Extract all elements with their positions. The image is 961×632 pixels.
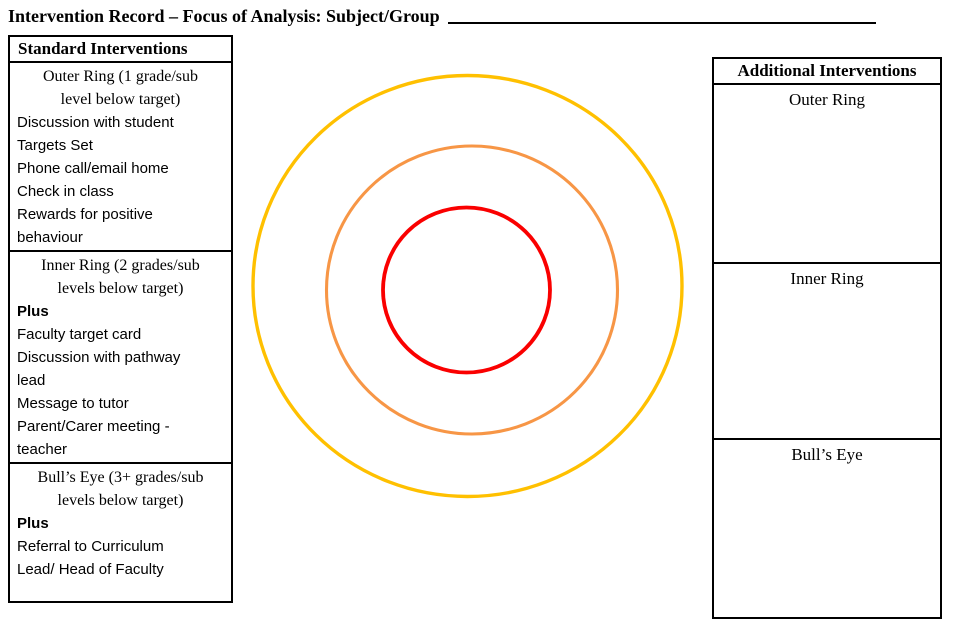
additional-inner-ring-cell[interactable]: Inner Ring <box>712 262 942 440</box>
list-item: Parent/Carer meeting - teacher <box>17 418 170 458</box>
page-header: Intervention Record – Focus of Analysis:… <box>8 5 876 27</box>
list-item: Targets Set <box>17 137 93 154</box>
outer-ring-heading: Outer Ring (1 grade/sub level below targ… <box>42 68 199 108</box>
subject-group-fill-line[interactable] <box>447 8 876 24</box>
page-title: Intervention Record – Focus of Analysis:… <box>8 6 440 26</box>
list-item: Check in class <box>17 183 114 200</box>
inner-ring-items: Faculty target card Discussion with path… <box>14 323 201 461</box>
list-item: Faculty target card <box>17 326 142 343</box>
bulls-eye-heading: Bull’s Eye (3+ grades/sub levels below t… <box>37 469 204 509</box>
additional-outer-ring-cell[interactable]: Outer Ring <box>712 83 942 264</box>
list-item: Message to tutor <box>17 395 129 412</box>
inner-ring-heading: Inner Ring (2 grades/sub levels below ta… <box>41 257 200 297</box>
list-item: Rewards for positive behaviour <box>17 206 153 246</box>
list-item: Phone call/email home <box>17 160 169 177</box>
standard-interventions-table: Standard Interventions Outer Ring (1 gra… <box>8 35 233 603</box>
bulls-eye-items: Referral to Curriculum Lead/ Head of Fac… <box>14 535 201 581</box>
list-item: Discussion with student <box>17 114 174 131</box>
plus-label: Plus <box>17 515 49 532</box>
standard-table-header: Standard Interventions <box>8 35 233 63</box>
additional-outer-ring-label: Outer Ring <box>788 90 866 109</box>
additional-interventions-table: Additional Interventions Outer Ring Inne… <box>712 57 942 619</box>
plus-label: Plus <box>17 303 49 320</box>
inner-ring-circle <box>324 144 620 436</box>
standard-bulls-eye-cell: Bull’s Eye (3+ grades/sub levels below t… <box>8 462 233 603</box>
standard-outer-ring-cell: Outer Ring (1 grade/sub level below targ… <box>8 61 233 252</box>
standard-inner-ring-cell: Inner Ring (2 grades/sub levels below ta… <box>8 250 233 464</box>
list-item: Discussion with pathway lead <box>17 349 181 389</box>
outer-ring-circle <box>251 73 684 499</box>
additional-inner-ring-label: Inner Ring <box>790 269 864 288</box>
additional-bulls-eye-label: Bull’s Eye <box>791 445 863 464</box>
list-item: Referral to Curriculum Lead/ Head of Fac… <box>17 538 164 578</box>
bulls-eye-circle <box>381 205 552 375</box>
additional-table-header: Additional Interventions <box>712 57 942 85</box>
additional-bulls-eye-cell[interactable]: Bull’s Eye <box>712 438 942 619</box>
outer-ring-items: Discussion with student Targets Set Phon… <box>14 111 201 249</box>
